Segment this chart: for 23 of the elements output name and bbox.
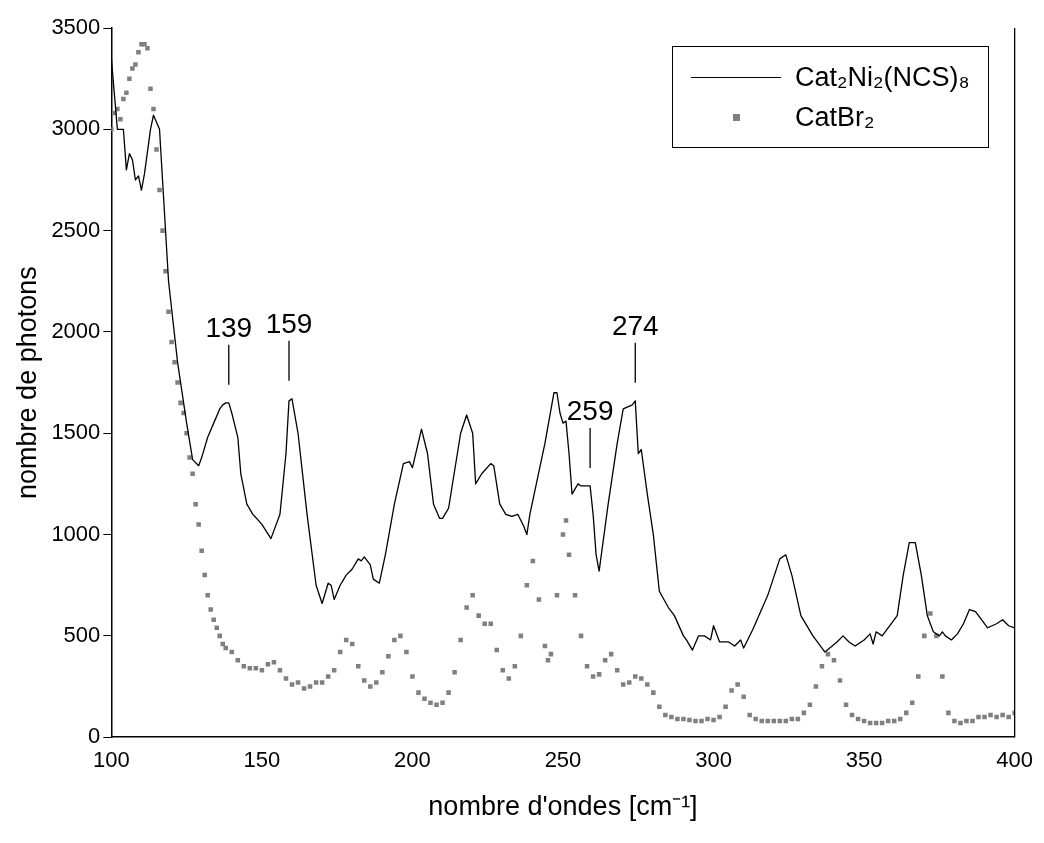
- x-tick-label: 150: [243, 747, 281, 773]
- y-tick-label: 3000: [51, 115, 101, 141]
- x-tick-label: 350: [845, 747, 883, 773]
- y-tick-label: 3500: [51, 14, 101, 40]
- legend-label: Cat₂Ni₂(NCS)₈: [795, 61, 970, 94]
- y-tick-label: 0: [88, 723, 101, 749]
- annotation: 259: [566, 394, 614, 426]
- y-tick-label: 1000: [51, 520, 101, 546]
- x-tick-label: 400: [996, 747, 1034, 773]
- y-tick-label: 2000: [51, 318, 101, 344]
- y-axis-title: nombre de photons: [11, 266, 42, 499]
- y-tick-label: 2500: [51, 216, 101, 242]
- x-axis-title: nombre d'ondes [cm⁻¹]: [428, 791, 698, 822]
- legend-label: CatBr₂: [795, 101, 875, 134]
- annotation: 159: [265, 307, 313, 339]
- x-tick-label: 200: [394, 747, 431, 773]
- x-tick-label: 100: [92, 747, 130, 773]
- x-tick-label: 300: [695, 747, 732, 773]
- y-tick-label: 500: [63, 621, 101, 647]
- x-tick-label: 250: [544, 747, 582, 773]
- y-tick-label: 1500: [51, 419, 101, 445]
- annotation: 139: [205, 311, 253, 343]
- annotation: 274: [611, 309, 659, 341]
